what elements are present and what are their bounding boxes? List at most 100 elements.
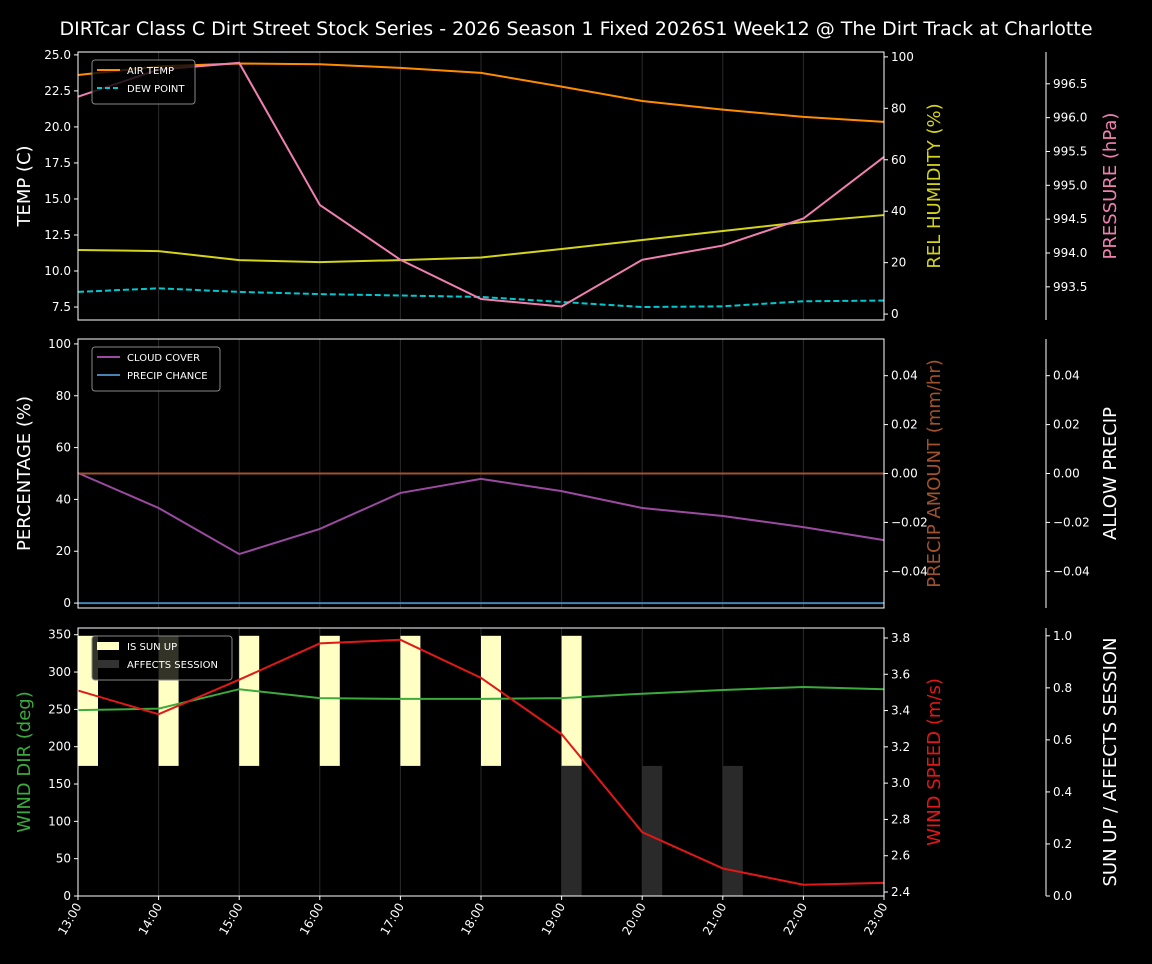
axis-label-left: TEMP (C): [14, 145, 35, 227]
series-line-right: [77, 214, 885, 264]
tick-label-right2: 0.4: [1053, 785, 1072, 799]
tick-label-right2: 0.04: [1053, 369, 1080, 383]
tick-label-right: 2.4: [891, 885, 910, 899]
tick-label-left: 200: [48, 740, 71, 754]
tick-label-left: 80: [56, 389, 71, 403]
tick-label-left: 12.5: [44, 228, 71, 242]
tick-label-right: 0.04: [891, 369, 918, 383]
axis-label-right2: SUN UP / AFFECTS SESSION: [1100, 637, 1121, 886]
x-tick-label: 14:00: [136, 901, 165, 938]
tick-label-right: 3.8: [891, 631, 910, 645]
legend: CLOUD COVER PRECIP CHANCE: [91, 346, 221, 392]
tick-label-right2: 1.0: [1053, 629, 1072, 643]
tick-label-right: 100: [891, 50, 914, 64]
series-line-left: [77, 685, 885, 712]
bar-affects-session: [722, 765, 743, 896]
tick-label-left: 150: [48, 777, 71, 791]
x-tick-label: 15:00: [216, 901, 245, 938]
bar-is-sun-up: [239, 635, 260, 766]
tick-label-right: −0.04: [891, 564, 928, 578]
legend-label: DEW POINT: [127, 84, 185, 95]
series-line-right2: [77, 61, 885, 308]
axis-label-right2: ALLOW PRECIP: [1100, 407, 1121, 540]
tick-label-right2: 0.02: [1053, 418, 1080, 432]
panel-1: 7.5 10.0 12.5 15.0 17.5 20.0 22.5 25.0 TEMP (C) 0…: [14, 48, 1121, 321]
tick-label-left: 0: [63, 596, 71, 610]
legend-label: AFFECTS SESSION: [127, 660, 218, 671]
tick-label-left: 50: [56, 852, 71, 866]
tick-label-right: 20: [891, 256, 906, 270]
tick-label-right2: 0.2: [1053, 837, 1072, 851]
series-line-cloud-cover: [77, 472, 885, 556]
tick-label-left: 20: [56, 544, 71, 558]
x-tick-label: 16:00: [297, 901, 326, 938]
x-tick-label: 19:00: [539, 901, 568, 938]
tick-label-left: 10.0: [44, 264, 71, 278]
panel-2: 0 20 40 60 80 100 PERCENTAGE (%) −0.04 −0.02 0.00…: [14, 337, 1121, 610]
legend: AIR TEMP DEW POINT: [91, 59, 196, 105]
tick-label-right2: −0.04: [1053, 564, 1090, 578]
panel-3: 0 50 100 150 200 250 300 350 WIND DIR (deg) 2.4 2.…: [14, 627, 1121, 938]
tick-label-right2: 0.8: [1053, 681, 1072, 695]
tick-label-left: 0: [63, 889, 71, 903]
tick-label-right: 40: [891, 204, 906, 218]
chart-title: DIRTcar Class C Dirt Street Stock Series…: [59, 18, 1092, 40]
legend-swatch: [97, 660, 119, 668]
legend-label: CLOUD COVER: [127, 353, 200, 364]
tick-label-right2: 0.0: [1053, 889, 1072, 903]
axis-label-right: PRECIP AMOUNT (mm/hr): [924, 359, 945, 588]
legend-label: PRECIP CHANCE: [127, 371, 208, 382]
legend-box: [91, 635, 233, 681]
tick-label-left: 300: [48, 665, 71, 679]
x-tick-label: 18:00: [458, 901, 487, 938]
tick-label-right2: 993.5: [1053, 280, 1087, 294]
tick-label-right2: 994.0: [1053, 246, 1087, 260]
tick-label-right2: 995.5: [1053, 144, 1087, 158]
tick-label-left: 15.0: [44, 192, 71, 206]
bar-affects-session: [561, 765, 582, 896]
tick-label-right: 2.6: [891, 849, 910, 863]
bar-is-sun-up: [400, 635, 421, 766]
bar-is-sun-up: [319, 635, 340, 766]
legend: IS SUN UP AFFECTS SESSION: [91, 635, 233, 681]
axis-label-left: PERCENTAGE (%): [14, 396, 35, 551]
tick-label-left: 100: [48, 814, 71, 828]
legend-label: AIR TEMP: [127, 66, 174, 77]
tick-label-left: 250: [48, 702, 71, 716]
tick-label-right: 0.02: [891, 418, 918, 432]
x-tick-label: 22:00: [781, 901, 810, 938]
tick-label-right2: 994.5: [1053, 212, 1087, 226]
bar-is-sun-up: [481, 635, 501, 766]
tick-label-left: 100: [48, 337, 71, 351]
axis-label-right2: PRESSURE (hPa): [1100, 113, 1121, 260]
tick-label-right: 0: [891, 307, 899, 321]
tick-label-right2: 995.0: [1053, 178, 1087, 192]
tick-label-right: 3.4: [891, 704, 910, 718]
tick-label-left: 25.0: [44, 48, 71, 62]
tick-label-right: 0.00: [891, 467, 918, 481]
tick-label-right: 3.6: [891, 667, 910, 681]
axis-label-right: WIND SPEED (m/s): [924, 678, 945, 846]
tick-label-right: 80: [891, 101, 906, 115]
legend-swatch: [97, 642, 119, 650]
tick-label-right2: 996.5: [1053, 77, 1087, 91]
x-tick-label: 21:00: [700, 901, 729, 938]
bar-is-sun-up: [561, 635, 582, 766]
tick-label-right: 2.8: [891, 812, 910, 826]
tick-label-right: −0.02: [891, 515, 928, 529]
tick-label-left: 22.5: [44, 84, 71, 98]
x-tick-label: 17:00: [378, 901, 407, 938]
legend-label: IS SUN UP: [127, 642, 177, 653]
axis-label-right: REL HUMIDITY (%): [924, 103, 945, 268]
tick-label-right2: 996.0: [1053, 111, 1087, 125]
axes-frame: [77, 51, 885, 321]
tick-label-left: 40: [56, 492, 71, 506]
tick-label-right2: −0.02: [1053, 515, 1090, 529]
tick-label-left: 20.0: [44, 120, 71, 134]
tick-label-right: 3.2: [891, 740, 910, 754]
series-line-right: [77, 638, 885, 886]
tick-label-right2: 0.00: [1053, 467, 1080, 481]
tick-label-right2: 0.6: [1053, 733, 1072, 747]
x-tick-label: 20:00: [619, 901, 648, 938]
